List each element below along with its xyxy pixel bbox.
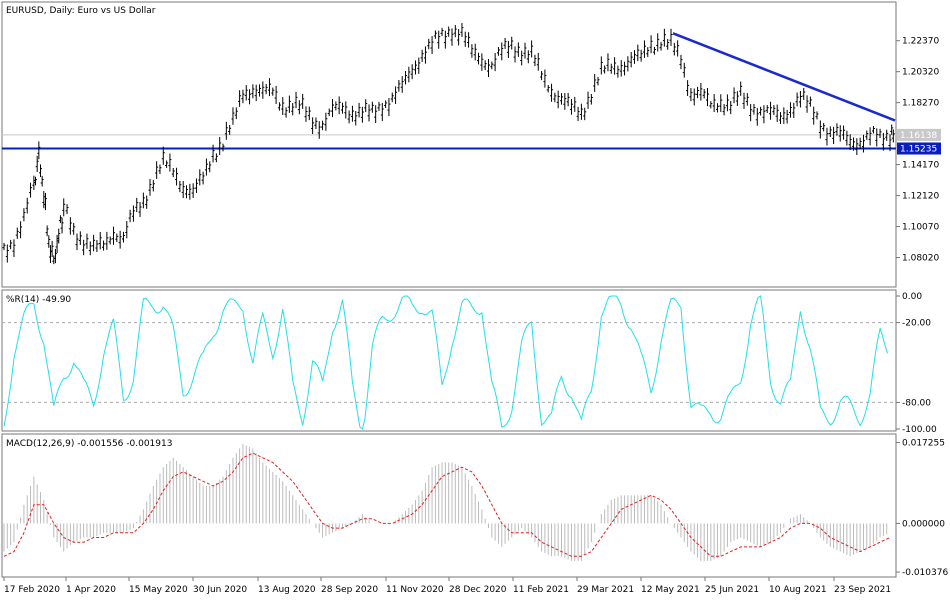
wpr-series bbox=[2, 295, 896, 430]
x-tick-label: 10 Aug 2021 bbox=[769, 585, 827, 595]
x-tick-label: 29 Mar 2021 bbox=[577, 585, 634, 595]
x-tick-label: 23 Sep 2021 bbox=[834, 585, 891, 595]
wpr-line bbox=[3, 295, 888, 430]
x-tick-label: 1 Apr 2020 bbox=[66, 585, 116, 595]
y-tick-label: 1.14170 bbox=[902, 161, 939, 171]
y-tick-label: -80.00 bbox=[902, 398, 931, 408]
y-tick-label: 0.00 bbox=[902, 292, 922, 302]
price-label: 1.16138 bbox=[900, 131, 937, 141]
y-tick-label: 1.10070 bbox=[902, 223, 939, 233]
x-tick-label: 28 Dec 2020 bbox=[449, 585, 507, 595]
y-tick-label: 1.08020 bbox=[902, 254, 939, 264]
x-tick-label: 13 Aug 2020 bbox=[258, 585, 316, 595]
x-tick-label: 28 Sep 2020 bbox=[321, 585, 378, 595]
level-label-box bbox=[897, 142, 941, 155]
trendline bbox=[672, 32, 896, 122]
signal-line bbox=[3, 452, 891, 557]
axes: 1.22370 1.20320 1.18270 1.14170 1.12120 1.100… bbox=[3, 37, 948, 595]
macd-series bbox=[3, 443, 891, 561]
wpr-title: %R(14) -49.90 bbox=[6, 295, 71, 305]
x-tick-label: 11 Nov 2020 bbox=[386, 585, 444, 595]
y-tick-label: 0.017255 bbox=[902, 439, 945, 449]
y-tick-label: 1.20320 bbox=[902, 68, 939, 78]
y-tick-label: 0.000000 bbox=[902, 519, 945, 529]
price-label-box bbox=[897, 128, 941, 141]
x-tick-label: 25 Jun 2021 bbox=[705, 585, 759, 595]
macd-title: MACD(12,26,9) -0.001556 -0.001913 bbox=[6, 439, 172, 449]
x-tick-label: 17 Feb 2020 bbox=[4, 585, 60, 595]
price-panel bbox=[1, 1, 897, 288]
x-tick-label: 12 May 2021 bbox=[641, 585, 700, 595]
level-label: 1.15235 bbox=[900, 145, 937, 155]
y-tick-label: -100.00 bbox=[902, 425, 937, 435]
price-title: EURUSD, Daily: Euro vs US Dollar bbox=[6, 6, 156, 16]
y-tick-label: 1.18270 bbox=[902, 99, 939, 109]
y-tick-label: -0.010376 bbox=[902, 568, 948, 578]
x-tick-label: 15 May 2020 bbox=[129, 585, 188, 595]
x-tick-label: 11 Feb 2021 bbox=[513, 585, 569, 595]
x-tick-label: 30 Jun 2020 bbox=[193, 585, 247, 595]
y-tick-label: 1.12120 bbox=[902, 192, 939, 202]
y-tick-label: 1.22370 bbox=[902, 37, 939, 47]
y-tick-label: -20.00 bbox=[902, 319, 931, 329]
price-series bbox=[2, 22, 896, 265]
